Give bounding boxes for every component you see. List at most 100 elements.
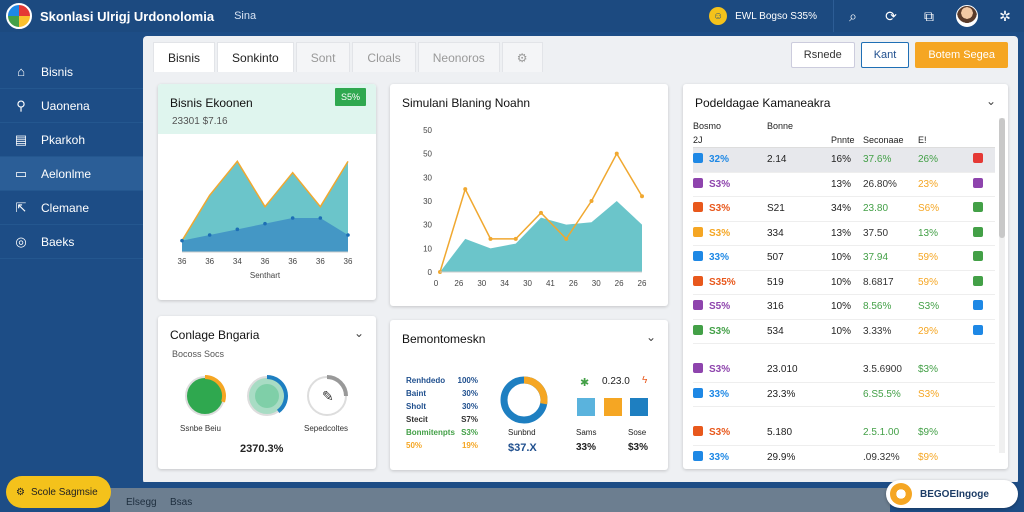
data-point <box>488 236 493 241</box>
tab-sonkinto[interactable]: Sonkinto <box>217 42 294 72</box>
trend-icon: ϟ <box>642 375 648 386</box>
table-row[interactable]: S5% 316 10% 8.56% S3% <box>693 295 995 320</box>
tab-cloals[interactable]: Cloals <box>352 42 416 72</box>
x-tick-label: 30 <box>477 279 486 288</box>
table-row[interactable]: S3% 23.010 3.5.6900 $3% <box>693 358 995 383</box>
flag-square-icon[interactable] <box>973 202 983 213</box>
table-row[interactable]: S3% 13% 26.80% 23% <box>693 173 995 197</box>
sidebar: ⌂ Bisnis ⚲ Uaonena ▤ Pkarkoh ▭ Aelonlme ⇱ Cle… <box>0 32 143 482</box>
table-row[interactable]: 33% 29.9% .09.32% $9% <box>693 446 995 470</box>
sidebar-item-inbox[interactable]: ▭ Aelonlme <box>0 157 143 191</box>
table-cell: $9% <box>918 451 939 463</box>
tab-settings[interactable]: ⚙ <box>501 42 543 72</box>
data-point <box>180 238 184 243</box>
legend-item: 50% 19% <box>406 441 478 450</box>
flag-square-icon[interactable] <box>973 177 983 188</box>
table-cell: S3% <box>709 227 731 239</box>
x-tick-label: 30 <box>592 279 601 288</box>
sidebar-item-globe[interactable]: ◎ Baeks <box>0 225 143 259</box>
table-row[interactable]: S3% S21 34% 23.80 S6% <box>693 197 995 222</box>
bottom-text: Elsegg <box>126 497 157 508</box>
pill-label: BEGOEIngoge <box>920 488 989 500</box>
table-cell: S21 <box>767 203 785 215</box>
table-row[interactable]: S35% 519 10% 8.6817 59% <box>693 271 995 295</box>
tab-neonoros[interactable]: Neonoros <box>417 42 500 72</box>
table-row[interactable]: 33% 507 10% 37.94 59% <box>693 246 995 271</box>
data-point <box>513 236 518 241</box>
table-cell: 23.3% <box>767 388 796 400</box>
row-flag <box>973 251 993 264</box>
search-icon: ⚲ <box>16 97 26 113</box>
table-cell: 5.180 <box>767 427 793 439</box>
scrollbar[interactable] <box>999 118 1005 453</box>
notification-badge-icon[interactable]: ☺ <box>709 7 728 25</box>
table-cell: 2.14 <box>767 154 787 166</box>
x-tick-label: 36 <box>344 257 353 266</box>
flag-square-icon[interactable] <box>973 251 983 262</box>
chevron-down-icon[interactable]: ⌄ <box>353 326 364 340</box>
sidebar-item-label: Baeks <box>41 234 75 249</box>
card-title: Bisnis Ekoonen <box>170 96 253 110</box>
table-cell: S3% <box>709 364 731 376</box>
column-header: Bonne <box>767 120 794 131</box>
tab-sont[interactable]: Sont <box>295 42 351 72</box>
legend-value: 30% <box>461 389 478 398</box>
table-row[interactable]: 33% 23.3% 6.S5.5% S3% <box>693 383 995 407</box>
table-cell: S3% <box>709 427 731 439</box>
sidebar-item-document[interactable]: ▤ Pkarkoh <box>0 123 143 157</box>
flag-square-icon[interactable] <box>973 226 983 237</box>
settings-icon[interactable]: ✲ <box>999 7 1011 24</box>
sidebar-item-label: Uaonena <box>41 98 90 113</box>
table-row[interactable]: S3% 5.180 2.5.1.00 $9% <box>693 421 995 446</box>
table-row[interactable]: S3% 534 10% 3.33% 29% <box>693 320 995 344</box>
x-tick-label: 36 <box>205 257 214 266</box>
sidebar-item-label: Clemane <box>41 200 90 215</box>
row-icon <box>693 153 709 166</box>
table-row[interactable]: 32% 2.14 16% 37.6% 26% <box>693 148 995 173</box>
tab-bisnis[interactable]: Bisnis <box>153 42 216 72</box>
search-icon[interactable]: ⌕ <box>849 7 857 24</box>
flag-square-icon[interactable] <box>973 324 983 335</box>
table-cell: S3% <box>918 301 940 313</box>
donut-slice <box>523 376 548 405</box>
sidebar-item-search[interactable]: ⚲ Uaonena <box>0 89 143 123</box>
left-action-pill[interactable]: ⚙ Scole Sagmsie <box>6 476 111 508</box>
flag-square-icon[interactable] <box>973 153 983 164</box>
sidebar-item-bisnis[interactable]: ⌂ Bisnis <box>0 55 143 89</box>
legend-item: Baint 30% <box>406 389 478 398</box>
column-header: E! <box>918 135 927 145</box>
status-square-icon <box>693 387 703 398</box>
status-square-icon <box>693 275 703 286</box>
color-swatch <box>604 398 622 416</box>
star-icon: ✱ <box>580 377 590 389</box>
bottom-status-bar <box>110 488 890 512</box>
table-cell: 534 <box>767 325 784 337</box>
right-action-pill[interactable]: BEGOEIngoge <box>886 480 1018 508</box>
x-tick-label: 41 <box>546 279 555 288</box>
kant-button[interactable]: Kant <box>860 42 910 68</box>
donut-label: Sunbnd <box>508 428 536 437</box>
flag-square-icon[interactable] <box>973 300 983 311</box>
table-row[interactable]: S3% 334 13% 37.50 13% <box>693 222 995 246</box>
flag-square-icon[interactable] <box>973 275 983 286</box>
chevron-down-icon[interactable]: ⌄ <box>985 94 996 108</box>
legend-value: 100% <box>457 376 478 385</box>
chevron-down-icon[interactable]: ⌄ <box>645 330 656 344</box>
globe-icon: ◎ <box>15 233 27 249</box>
scrollbar-thumb[interactable] <box>999 118 1005 238</box>
share-icon[interactable]: ⧉ <box>924 7 934 24</box>
row-icon <box>693 387 709 401</box>
refresh-icon[interactable]: ⟳ <box>885 7 897 24</box>
y-tick-label: 0 <box>428 268 433 277</box>
row-icon <box>693 177 709 191</box>
y-tick-label: 10 <box>423 244 432 253</box>
rsnede-button[interactable]: Rsnede <box>790 42 855 68</box>
table-cell: S35% <box>709 276 736 288</box>
avatar[interactable] <box>948 0 986 32</box>
table-cell: $9% <box>918 427 939 439</box>
primary-action-button[interactable]: Botem Segea <box>915 42 1008 68</box>
sidebar-item-export[interactable]: ⇱ Clemane <box>0 191 143 225</box>
pill-label: Scole Sagmsie <box>30 486 98 498</box>
table-cell: 13% <box>831 178 852 190</box>
table-subheader: 2J Pnnte Seconaae E! <box>693 133 995 148</box>
